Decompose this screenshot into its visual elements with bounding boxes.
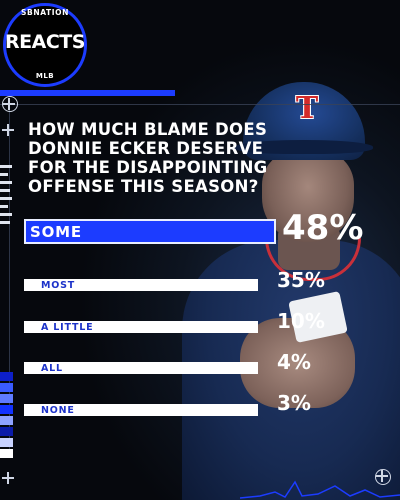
- target-ring-icon: [2, 96, 18, 112]
- poll-bar-none: NONE: [24, 404, 258, 416]
- poll-question: HOW MUCH BLAME DOES DONNIE ECKER DESERVE…: [28, 120, 268, 196]
- poll-option-label: MOST: [41, 279, 76, 291]
- logo-bottom-text: MLB: [35, 72, 55, 80]
- poll-option-label: SOME: [30, 222, 82, 241]
- divider-line: [0, 104, 400, 105]
- logo-main-text: REACTS: [5, 31, 85, 53]
- cap-logo: T: [295, 91, 319, 126]
- plus-icon: [2, 124, 14, 136]
- poll-option-label: A LITTLE: [41, 321, 94, 333]
- poll-percentage: 35%: [277, 268, 325, 292]
- poll-percentage: 48%: [282, 208, 364, 248]
- poll-bar-most: MOST: [24, 279, 258, 291]
- poll-percentage: 4%: [277, 350, 311, 374]
- color-swatches: [0, 372, 13, 460]
- logo-ring: [3, 3, 87, 87]
- poll-percentage: 10%: [277, 309, 325, 333]
- tick-marks: [0, 165, 14, 229]
- face: [262, 150, 354, 242]
- poll-bar-a-little: A LITTLE: [24, 321, 258, 333]
- poll-bar-all: ALL: [24, 362, 258, 374]
- sbnation-reacts-logo: SBNATION REACTS MLB: [3, 3, 87, 87]
- poll-percentage: 3%: [277, 391, 311, 415]
- poll-bar-some: SOME: [24, 219, 276, 244]
- plus-icon-bottom: [2, 472, 14, 484]
- accent-bar: [0, 90, 175, 96]
- poll-option-label: NONE: [41, 404, 75, 416]
- decorative-sparkline: [240, 480, 400, 499]
- logo-top-text: SBNATION: [21, 8, 69, 17]
- target-ring-icon-bottom: [375, 469, 391, 485]
- cap-brim: [235, 140, 373, 154]
- vertical-guide-line: [9, 104, 10, 454]
- poll-option-label: ALL: [41, 362, 63, 374]
